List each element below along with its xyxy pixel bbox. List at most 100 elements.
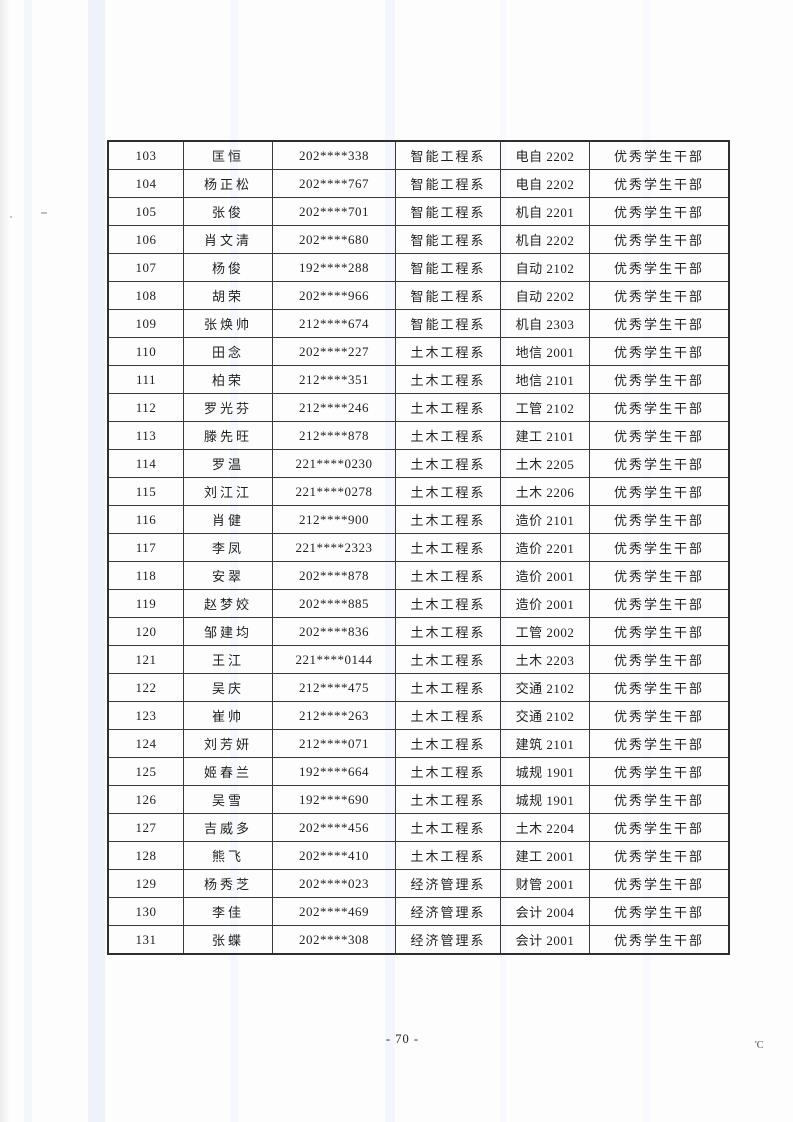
cell-name: 田念 (183, 337, 273, 366)
cell-index: 120 (107, 617, 184, 646)
table-row: 128 熊飞 202****410 土木工程系 建工 2001 优秀学生干部 (107, 841, 730, 870)
cell-award: 优秀学生干部 (589, 281, 730, 310)
cell-department: 经济管理系 (395, 925, 501, 955)
cell-department: 土木工程系 (395, 505, 501, 534)
cell-department: 土木工程系 (395, 421, 501, 450)
scan-streak (24, 0, 32, 1122)
cell-department: 智能工程系 (395, 309, 501, 338)
cell-index: 122 (107, 673, 184, 702)
cell-student_id: 212****878 (272, 421, 396, 450)
cell-class_name: 地信 2001 (500, 337, 590, 366)
cell-student_id: 212****900 (272, 505, 396, 534)
cell-student_id: 212****071 (272, 729, 396, 758)
cell-award: 优秀学生干部 (589, 169, 730, 198)
table-row: 117 李凤 221****2323 土木工程系 造价 2201 优秀学生干部 (107, 533, 730, 562)
cell-award: 优秀学生干部 (589, 225, 730, 254)
cell-class_name: 工管 2102 (500, 393, 590, 422)
cell-department: 土木工程系 (395, 841, 501, 870)
cell-department: 智能工程系 (395, 281, 501, 310)
cell-award: 优秀学生干部 (589, 813, 730, 842)
cell-award: 优秀学生干部 (589, 589, 730, 618)
cell-class_name: 造价 2201 (500, 533, 590, 562)
cell-class_name: 城规 1901 (500, 757, 590, 786)
table-row: 121 王江 221****0144 土木工程系 土木 2203 优秀学生干部 (107, 645, 730, 674)
cell-name: 张俊 (183, 197, 273, 226)
cell-student_id: 202****469 (272, 897, 396, 926)
cell-index: 125 (107, 757, 184, 786)
cell-name: 张焕帅 (183, 309, 273, 338)
page-number: - 70 - (386, 1032, 420, 1046)
cell-name: 胡荣 (183, 281, 273, 310)
cell-department: 经济管理系 (395, 897, 501, 926)
cell-index: 114 (107, 449, 184, 478)
cell-award: 优秀学生干部 (589, 925, 730, 955)
cell-award: 优秀学生干部 (589, 729, 730, 758)
cell-name: 王江 (183, 645, 273, 674)
cell-award: 优秀学生干部 (589, 449, 730, 478)
cell-department: 土木工程系 (395, 757, 501, 786)
cell-department: 土木工程系 (395, 449, 501, 478)
cell-student_id: 202****308 (272, 925, 396, 955)
scan-edge-shadow (0, 0, 10, 1122)
cell-class_name: 造价 2101 (500, 505, 590, 534)
cell-student_id: 202****680 (272, 225, 396, 254)
cell-index: 126 (107, 785, 184, 814)
cell-student_id: 202****878 (272, 561, 396, 590)
cell-student_id: 202****227 (272, 337, 396, 366)
cell-department: 土木工程系 (395, 785, 501, 814)
table-row: 111 柏荣 212****351 土木工程系 地信 2101 优秀学生干部 (107, 365, 730, 394)
cell-index: 118 (107, 561, 184, 590)
cell-name: 崔帅 (183, 701, 273, 730)
cell-index: 128 (107, 841, 184, 870)
table-row: 105 张俊 202****701 智能工程系 机自 2201 优秀学生干部 (107, 197, 730, 226)
cell-award: 优秀学生干部 (589, 841, 730, 870)
cell-department: 土木工程系 (395, 701, 501, 730)
table-row: 118 安翠 202****878 土木工程系 造价 2001 优秀学生干部 (107, 561, 730, 590)
cell-name: 刘芳妍 (183, 729, 273, 758)
cell-award: 优秀学生干部 (589, 365, 730, 394)
cell-student_id: 202****885 (272, 589, 396, 618)
cell-name: 刘江江 (183, 477, 273, 506)
cell-student_id: 202****966 (272, 281, 396, 310)
cell-class_name: 机自 2202 (500, 225, 590, 254)
cell-index: 105 (107, 197, 184, 226)
cell-award: 优秀学生干部 (589, 561, 730, 590)
cell-class_name: 土木 2203 (500, 645, 590, 674)
table-row: 125 姬春兰 192****664 土木工程系 城规 1901 优秀学生干部 (107, 757, 730, 786)
cell-student_id: 221****0278 (272, 477, 396, 506)
cell-student_id: 212****263 (272, 701, 396, 730)
cell-name: 滕先旺 (183, 421, 273, 450)
cell-student_id: 192****288 (272, 253, 396, 282)
cell-student_id: 202****410 (272, 841, 396, 870)
cell-student_id: 202****456 (272, 813, 396, 842)
cell-student_id: 221****0144 (272, 645, 396, 674)
table-row: 113 滕先旺 212****878 土木工程系 建工 2101 优秀学生干部 (107, 421, 730, 450)
cell-class_name: 机自 2303 (500, 309, 590, 338)
cell-award: 优秀学生干部 (589, 421, 730, 450)
cell-student_id: 202****836 (272, 617, 396, 646)
cell-department: 土木工程系 (395, 561, 501, 590)
cell-award: 优秀学生干部 (589, 253, 730, 282)
cell-index: 115 (107, 477, 184, 506)
cell-award: 优秀学生干部 (589, 533, 730, 562)
cell-department: 土木工程系 (395, 393, 501, 422)
cell-award: 优秀学生干部 (589, 337, 730, 366)
cell-department: 土木工程系 (395, 645, 501, 674)
cell-student_id: 202****701 (272, 197, 396, 226)
scan-streak (88, 0, 105, 1122)
cell-index: 117 (107, 533, 184, 562)
cell-award: 优秀学生干部 (589, 701, 730, 730)
cell-class_name: 城规 1901 (500, 785, 590, 814)
table-row: 116 肖健 212****900 土木工程系 造价 2101 优秀学生干部 (107, 505, 730, 534)
cell-class_name: 造价 2001 (500, 589, 590, 618)
cell-name: 姬春兰 (183, 757, 273, 786)
table-row: 107 杨俊 192****288 智能工程系 自动 2102 优秀学生干部 (107, 253, 730, 282)
cell-student_id: 202****023 (272, 869, 396, 898)
cell-class_name: 地信 2101 (500, 365, 590, 394)
cell-class_name: 建工 2101 (500, 421, 590, 450)
cell-class_name: 会计 2001 (500, 925, 590, 955)
cell-name: 匡恒 (183, 140, 273, 170)
corner-scan-mark: 'C (755, 1040, 764, 1051)
cell-index: 116 (107, 505, 184, 534)
